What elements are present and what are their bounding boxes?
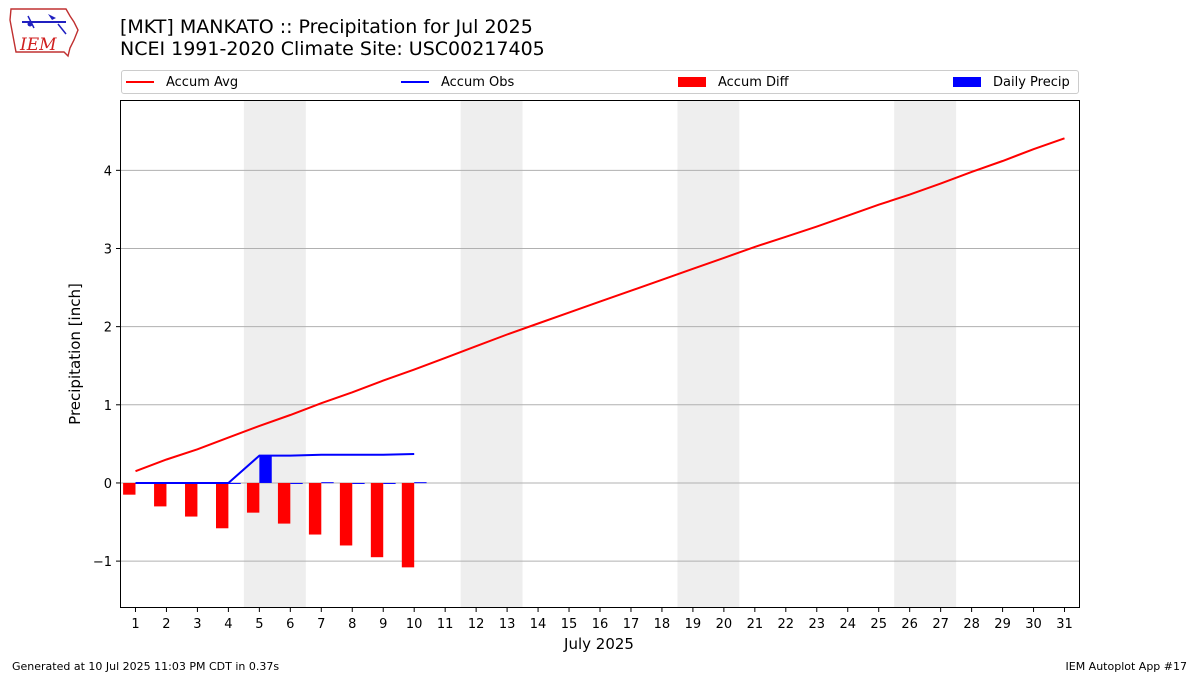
weekend-shading	[243, 100, 957, 608]
accum-diff-bar	[216, 482, 229, 529]
y-axis-label: Precipitation [inch]	[66, 283, 84, 425]
accum-diff-bar	[246, 482, 260, 513]
line-series	[135, 137, 1065, 484]
x-tick-label: 26	[901, 617, 918, 632]
accum-diff-bar	[123, 482, 136, 495]
chart-legend: Accum Avg Accum Obs Accum Diff Daily Pre…	[121, 70, 1079, 94]
plot-frame	[120, 100, 1080, 608]
x-tick-label: 5	[255, 617, 263, 632]
legend-swatch-accum-diff	[678, 77, 706, 87]
legend-label-daily-precip: Daily Precip	[993, 74, 1070, 90]
daily-precip-bar	[414, 482, 427, 484]
weekend-band-1	[243, 100, 306, 608]
x-tick-label: 23	[809, 617, 826, 632]
legend-item-accum-avg: Accum Avg	[126, 71, 238, 93]
legend-swatch-accum-avg	[126, 81, 154, 83]
x-tick-label: 12	[468, 617, 485, 632]
x-tick-label: 25	[870, 617, 887, 632]
legend-swatch-accum-obs	[401, 81, 429, 83]
iem-logo: IEM	[8, 6, 80, 60]
y-tick-label: 3	[104, 242, 112, 257]
chart-title: [MKT] MANKATO :: Precipitation for Jul 2…	[120, 16, 533, 38]
accum-diff-bar	[401, 482, 415, 568]
accum-diff-bar	[185, 482, 198, 517]
accum-diff-bar	[154, 482, 167, 507]
y-tick-label: 0	[104, 477, 112, 492]
x-tick-label: 30	[1025, 617, 1042, 632]
legend-label-accum-diff: Accum Diff	[718, 74, 789, 90]
x-tick-label: 31	[1056, 617, 1073, 632]
x-tick-label: 2	[162, 617, 170, 632]
legend-label-accum-obs: Accum Obs	[441, 74, 515, 90]
accum-obs-line	[135, 453, 415, 484]
y-tick-label: 2	[104, 321, 112, 336]
x-tick-label: 13	[499, 617, 516, 632]
x-tick-label: 1	[131, 617, 139, 632]
x-tick-label: 22	[778, 617, 795, 632]
x-tick-label: 8	[348, 617, 356, 632]
accum-diff-bar	[277, 482, 291, 524]
chart-subtitle: NCEI 1991-2020 Climate Site: USC00217405	[120, 38, 545, 60]
x-tick-label: 27	[932, 617, 949, 632]
daily-precip-bar	[321, 482, 334, 484]
x-tick-label: 16	[592, 617, 609, 632]
weekend-band-4	[894, 100, 957, 608]
y-tick-label: −1	[93, 555, 112, 570]
legend-swatch-daily-precip	[953, 77, 981, 87]
x-tick-label: 9	[379, 617, 387, 632]
footer-generated: Generated at 10 Jul 2025 11:03 PM CDT in…	[12, 660, 280, 673]
logo-text: IEM	[19, 35, 57, 55]
weekend-band-3	[677, 100, 740, 608]
y-tick-label: 1	[104, 399, 112, 414]
x-tick-label: 3	[193, 617, 201, 632]
x-tick-label: 10	[406, 617, 423, 632]
bar-series	[123, 455, 427, 568]
iowa-outline-icon: IEM	[9, 8, 79, 58]
accum-avg-line	[135, 137, 1065, 473]
y-tick-label: 4	[104, 164, 112, 179]
x-tick-label: 18	[654, 617, 671, 632]
x-tick-label: 4	[224, 617, 232, 632]
daily-precip-bar	[228, 482, 241, 484]
legend-item-accum-obs: Accum Obs	[401, 71, 514, 93]
x-tick-label: 28	[963, 617, 980, 632]
weekend-band-2	[460, 100, 523, 608]
x-tick-label: 15	[561, 617, 578, 632]
daily-precip-bar	[259, 455, 272, 483]
x-axis-label: July 2025	[563, 635, 634, 653]
x-tick-label: 6	[286, 617, 294, 632]
daily-precip-bar	[290, 482, 303, 484]
x-tick-label: 14	[530, 617, 547, 632]
legend-label-accum-avg: Accum Avg	[166, 74, 239, 90]
x-tick-label: 11	[437, 617, 454, 632]
x-tick-label: 21	[747, 617, 764, 632]
x-tick-label: 24	[839, 617, 856, 632]
x-tick-label: 19	[685, 617, 702, 632]
accum-diff-bar	[370, 482, 384, 558]
legend-item-daily-precip: Daily Precip	[953, 71, 1070, 93]
footer-app: IEM Autoplot App #17	[1065, 660, 1188, 673]
x-tick-label: 17	[623, 617, 640, 632]
daily-precip-bar	[383, 482, 396, 484]
daily-precip-bar	[352, 482, 365, 484]
accum-diff-bar	[339, 482, 353, 546]
accum-diff-bar	[308, 482, 322, 535]
legend-item-accum-diff: Accum Diff	[678, 71, 789, 93]
x-tick-label: 20	[716, 617, 733, 632]
x-tick-label: 7	[317, 617, 325, 632]
x-tick-label: 29	[994, 617, 1011, 632]
